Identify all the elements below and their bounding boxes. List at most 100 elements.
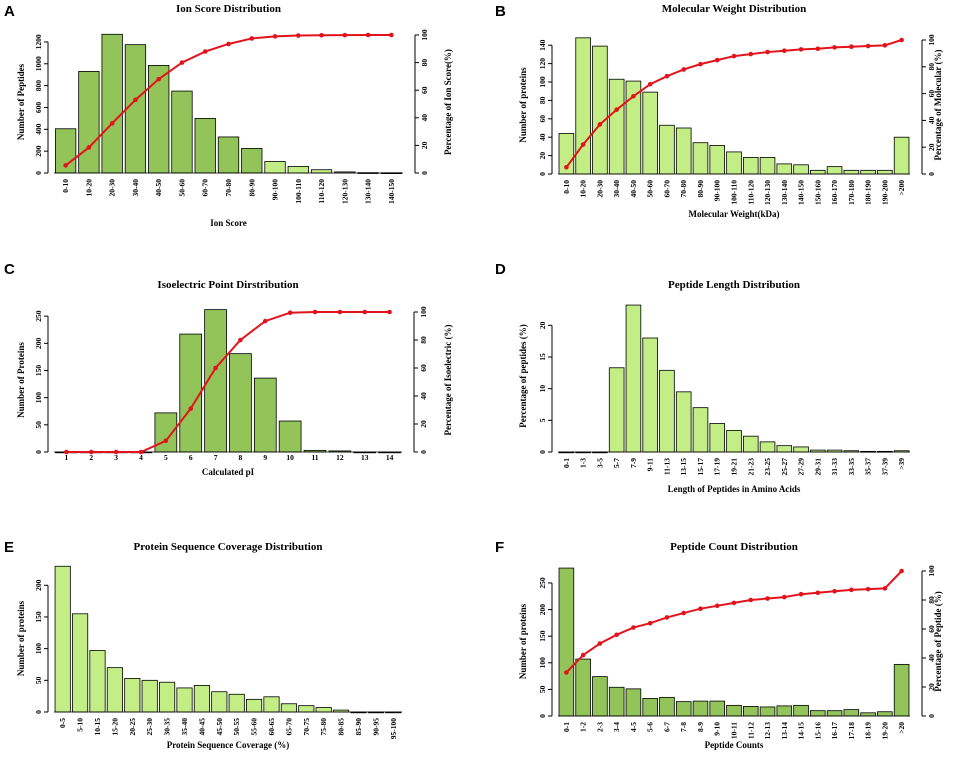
panel-b-bar: [810, 169, 826, 175]
panel-f-cumulative-point: [899, 568, 904, 574]
panel-d: D Peptide Length Distribution 0 5 10 15 20 Perc…: [495, 261, 910, 494]
panel-d-title: Peptide Length Distribution: [668, 279, 800, 291]
panel-b-bar: [826, 166, 843, 175]
panel-e-bar: [298, 705, 315, 713]
panel-d-x-tick-label: 15-17: [696, 458, 705, 476]
panel-d-y-tick-label: 10: [538, 385, 547, 393]
panel-f-x-tick-label: 0-1: [562, 722, 571, 732]
panel-f-cumulative-point: [849, 587, 854, 593]
panel-e-bar: [280, 703, 297, 713]
panel-f-cumulative-point: [698, 606, 703, 611]
panel-a-x-tick-label: 110-120: [317, 179, 326, 204]
panel-c-y2-tick-label: 100: [419, 306, 428, 318]
panel-b-bar: [860, 169, 876, 175]
panel-b-y2-tick-label: 40: [927, 116, 936, 124]
panel-a-x-tick-label: 70-80: [224, 179, 233, 197]
panel-b-bar: [726, 151, 742, 175]
panel-b-x-tick-label: 10-20: [579, 180, 588, 198]
panel-f-cumulative-point: [631, 625, 636, 630]
panel-f-label: F: [495, 539, 504, 556]
panel-f-y2-tick-label: 80: [927, 596, 936, 604]
panel-a-cumulative-point: [156, 76, 161, 82]
panel-b-y-tick-label: 0: [538, 172, 547, 176]
panel-d-ylabel: Percentage of peptides (%): [518, 324, 528, 428]
panel-d-x-tick-label: 27-29: [797, 458, 806, 476]
panel-b-y-tick-label: 40: [538, 133, 547, 141]
panel-f-cumulative-point: [815, 590, 821, 596]
panel-a-cumulative-point: [86, 145, 92, 150]
panel-c-cumulative-point: [387, 309, 392, 315]
panel-b-bar: [592, 45, 608, 175]
panel-f-y-tick-label: 150: [538, 630, 547, 642]
panel-b-cumulative-point: [714, 57, 720, 63]
panel-b-y2-tick-label: 60: [927, 90, 936, 98]
panel-c-x-tick-label: 2: [89, 453, 93, 462]
panel-f-x-tick-label: 16-17: [830, 722, 839, 740]
panel-f-bar: [608, 686, 625, 717]
panel-f-cumulative-point: [748, 597, 754, 603]
panel-b-x-tick-label: 120-130: [763, 180, 772, 205]
panel-f-bar: [726, 704, 742, 717]
panel-c-y-tick-label: 100: [34, 392, 43, 404]
panel-b-cumulative-point: [865, 43, 871, 49]
panel-f-title: Peptide Count Distribution: [670, 541, 798, 553]
panel-a-cumulative-point: [342, 32, 348, 38]
panel-a-cumulative-point: [63, 163, 68, 168]
panel-a-y2-tick-label: 20: [420, 141, 429, 149]
panel-f-bar: [826, 710, 843, 717]
panel-d-xlabel: Length of Peptides in Amino Acids: [668, 484, 801, 494]
panel-e-x-tick-label: 50-55: [232, 718, 241, 736]
panel-b-x-tick-label: 60-70: [662, 180, 671, 198]
panel-f-y2-tick-label: 0: [927, 714, 936, 718]
panel-f-x-tick-label: 2-3: [595, 722, 604, 732]
panel-a-x-tick-label: 30-40: [131, 179, 140, 197]
panel-f-y-tick-label: 50: [538, 685, 547, 693]
panel-f-x-tick-label: 8-9: [696, 722, 705, 732]
panel-b-cumulative-point: [664, 73, 670, 79]
panel-e-x-tick-label: 60-65: [267, 718, 276, 736]
panel-f-x-tick-label: 17-18: [847, 722, 856, 740]
panel-f-cumulative-point: [832, 589, 837, 594]
panel-e-bar: [106, 667, 123, 713]
panel-a-bar: [124, 44, 147, 174]
panel-c-cumulative-point: [88, 449, 94, 455]
panel-b-x-tick-label: >200: [897, 180, 906, 196]
panel-f-x-tick-label: 6-7: [662, 722, 671, 732]
panel-f-bar: [776, 705, 793, 717]
panel-b-cumulative-point: [765, 49, 770, 55]
panel-d-bar: [726, 430, 742, 453]
panel-a-y2-tick-label: 80: [420, 59, 429, 67]
panel-b-cumulative-point: [815, 46, 821, 52]
panel-b-label: B: [495, 3, 506, 20]
panel-e-bar: [263, 696, 280, 713]
panel-a: A Ion Score Distribution02004006008001000…: [4, 3, 453, 228]
panel-f-x-tick-label: 4-5: [629, 722, 638, 732]
panel-b-x-tick-label: 170-180: [847, 180, 856, 205]
panel-c-ylabel: Number of Proteins: [16, 342, 26, 418]
panel-f-cumulative-point: [865, 586, 871, 592]
panel-c-cumulative-point: [262, 318, 268, 324]
panel-f-cumulative-point: [798, 591, 804, 597]
panel-e-x-tick-label: 0-5: [58, 718, 67, 728]
panel-c-bar: [179, 333, 203, 453]
panel-f-bar: [659, 696, 675, 717]
panel-a-x-tick-label: 40-50: [154, 179, 163, 197]
panel-b-cumulative-point: [614, 107, 619, 112]
panel-e-x-tick-label: 25-30: [145, 718, 154, 736]
panel-a-x-tick-label: 100-110: [294, 179, 303, 204]
panel-b-cumulative-point: [580, 142, 586, 147]
panel-d-bar: [608, 367, 625, 453]
panel-b-cumulative-point: [631, 93, 636, 99]
panel-b-title: Molecular Weight Distribution: [662, 3, 806, 15]
panel-a-cumulative-point: [202, 49, 208, 54]
panel-f-bar: [675, 701, 692, 717]
panel-e-bar: [193, 684, 210, 713]
panel-f-y2-tick-label: 40: [927, 654, 936, 662]
panel-e-y-tick-label: 200: [34, 579, 43, 591]
panel-d-label: D: [495, 261, 506, 278]
panel-d-x-tick-label: 23-25: [763, 458, 772, 476]
panel-c-bar: [229, 353, 252, 453]
panel-e: E Protein Sequence Coverage Distribution 0…: [4, 539, 402, 750]
